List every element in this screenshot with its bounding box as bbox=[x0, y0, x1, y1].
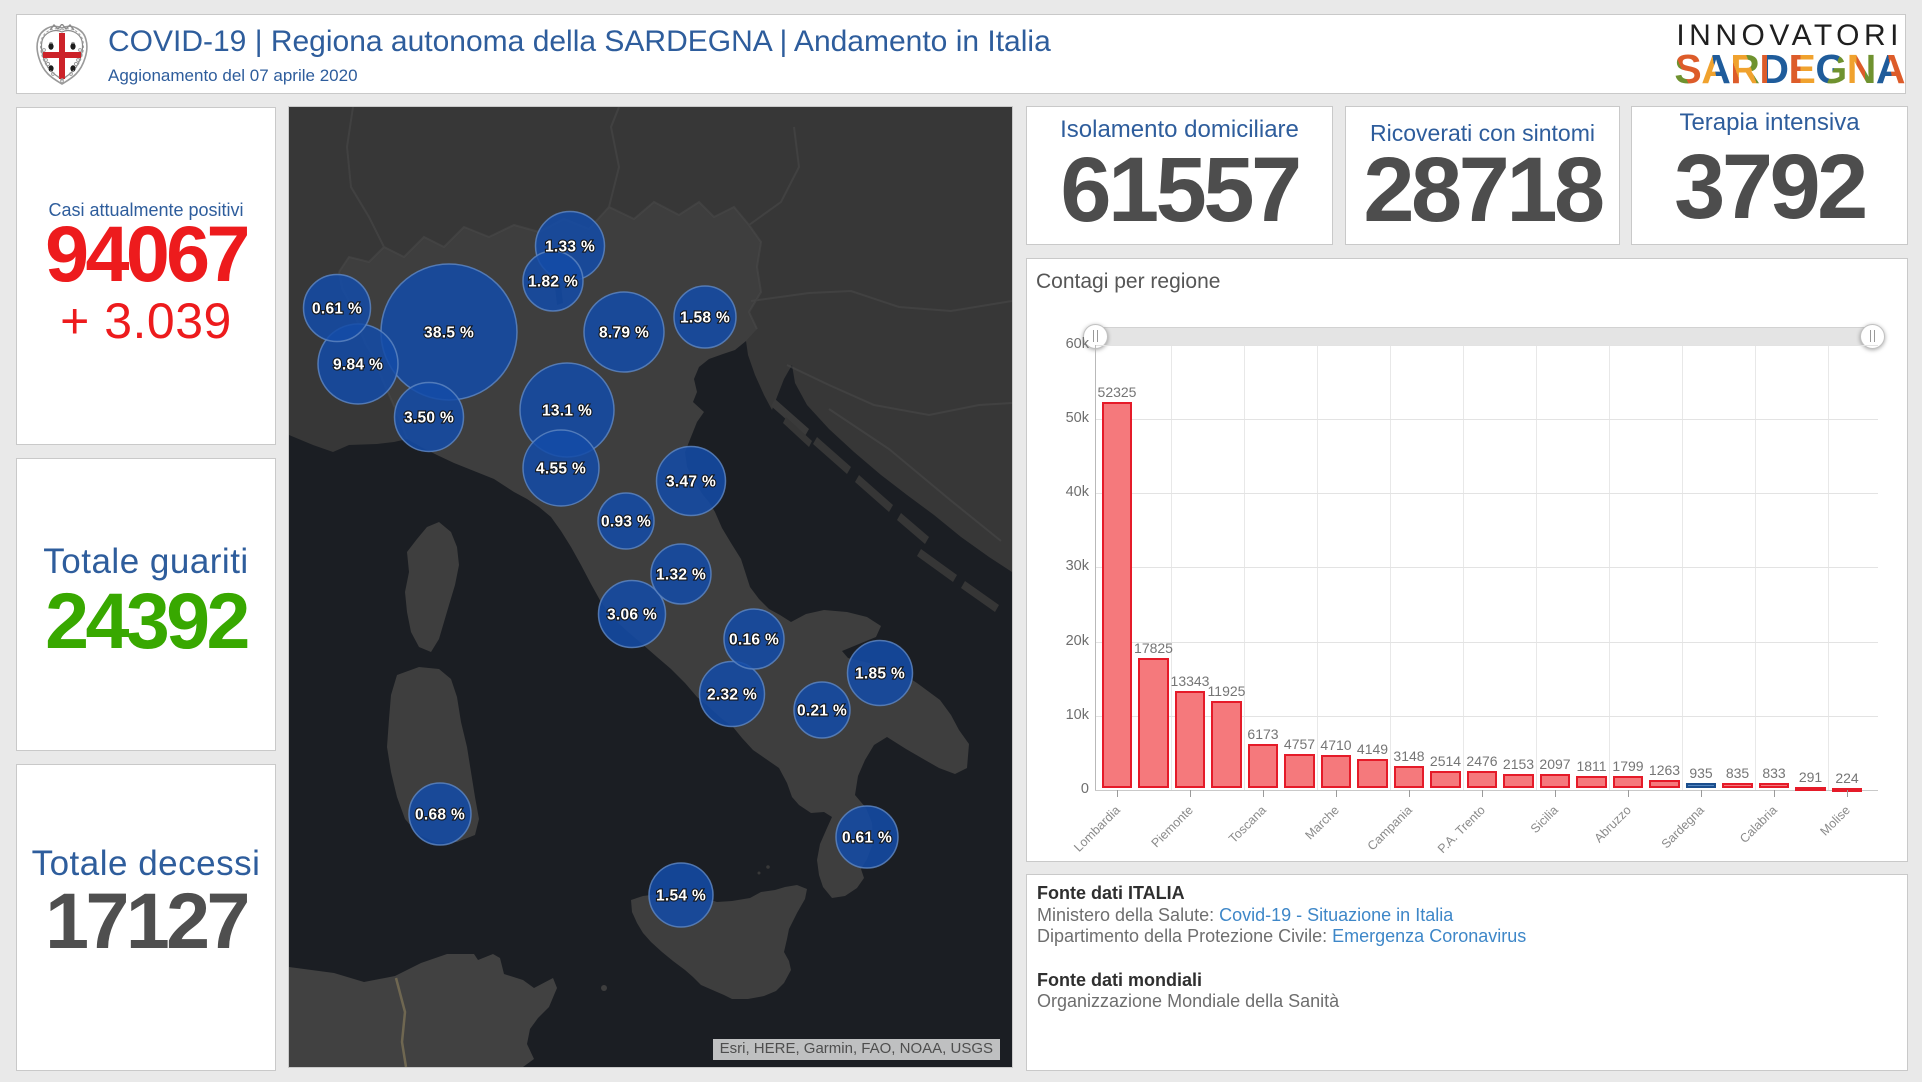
svg-text:0.68 %: 0.68 % bbox=[415, 807, 465, 824]
svg-text:0.61 %: 0.61 % bbox=[842, 830, 892, 847]
svg-text:3.47 %: 3.47 % bbox=[666, 474, 716, 491]
svg-text:2.32 %: 2.32 % bbox=[707, 687, 757, 704]
svg-text:38.5 %: 38.5 % bbox=[424, 325, 474, 342]
svg-text:0.21 %: 0.21 % bbox=[797, 703, 847, 720]
svg-text:0.61 %: 0.61 % bbox=[312, 301, 362, 318]
svg-text:0.93 %: 0.93 % bbox=[601, 514, 651, 531]
svg-text:4.55 %: 4.55 % bbox=[536, 461, 586, 478]
svg-text:1.58 %: 1.58 % bbox=[680, 310, 730, 327]
svg-text:3.50 %: 3.50 % bbox=[404, 410, 454, 427]
svg-text:13.1 %: 13.1 % bbox=[542, 403, 592, 420]
svg-text:1.82 %: 1.82 % bbox=[528, 274, 578, 291]
svg-text:1.33 %: 1.33 % bbox=[545, 239, 595, 256]
svg-text:0.16 %: 0.16 % bbox=[729, 632, 779, 649]
svg-text:9.84 %: 9.84 % bbox=[333, 357, 383, 374]
svg-text:1.32 %: 1.32 % bbox=[656, 567, 706, 584]
svg-text:1.54 %: 1.54 % bbox=[656, 888, 706, 905]
svg-text:1.85 %: 1.85 % bbox=[855, 666, 905, 683]
svg-text:8.79 %: 8.79 % bbox=[599, 325, 649, 342]
svg-text:3.06 %: 3.06 % bbox=[607, 607, 657, 624]
